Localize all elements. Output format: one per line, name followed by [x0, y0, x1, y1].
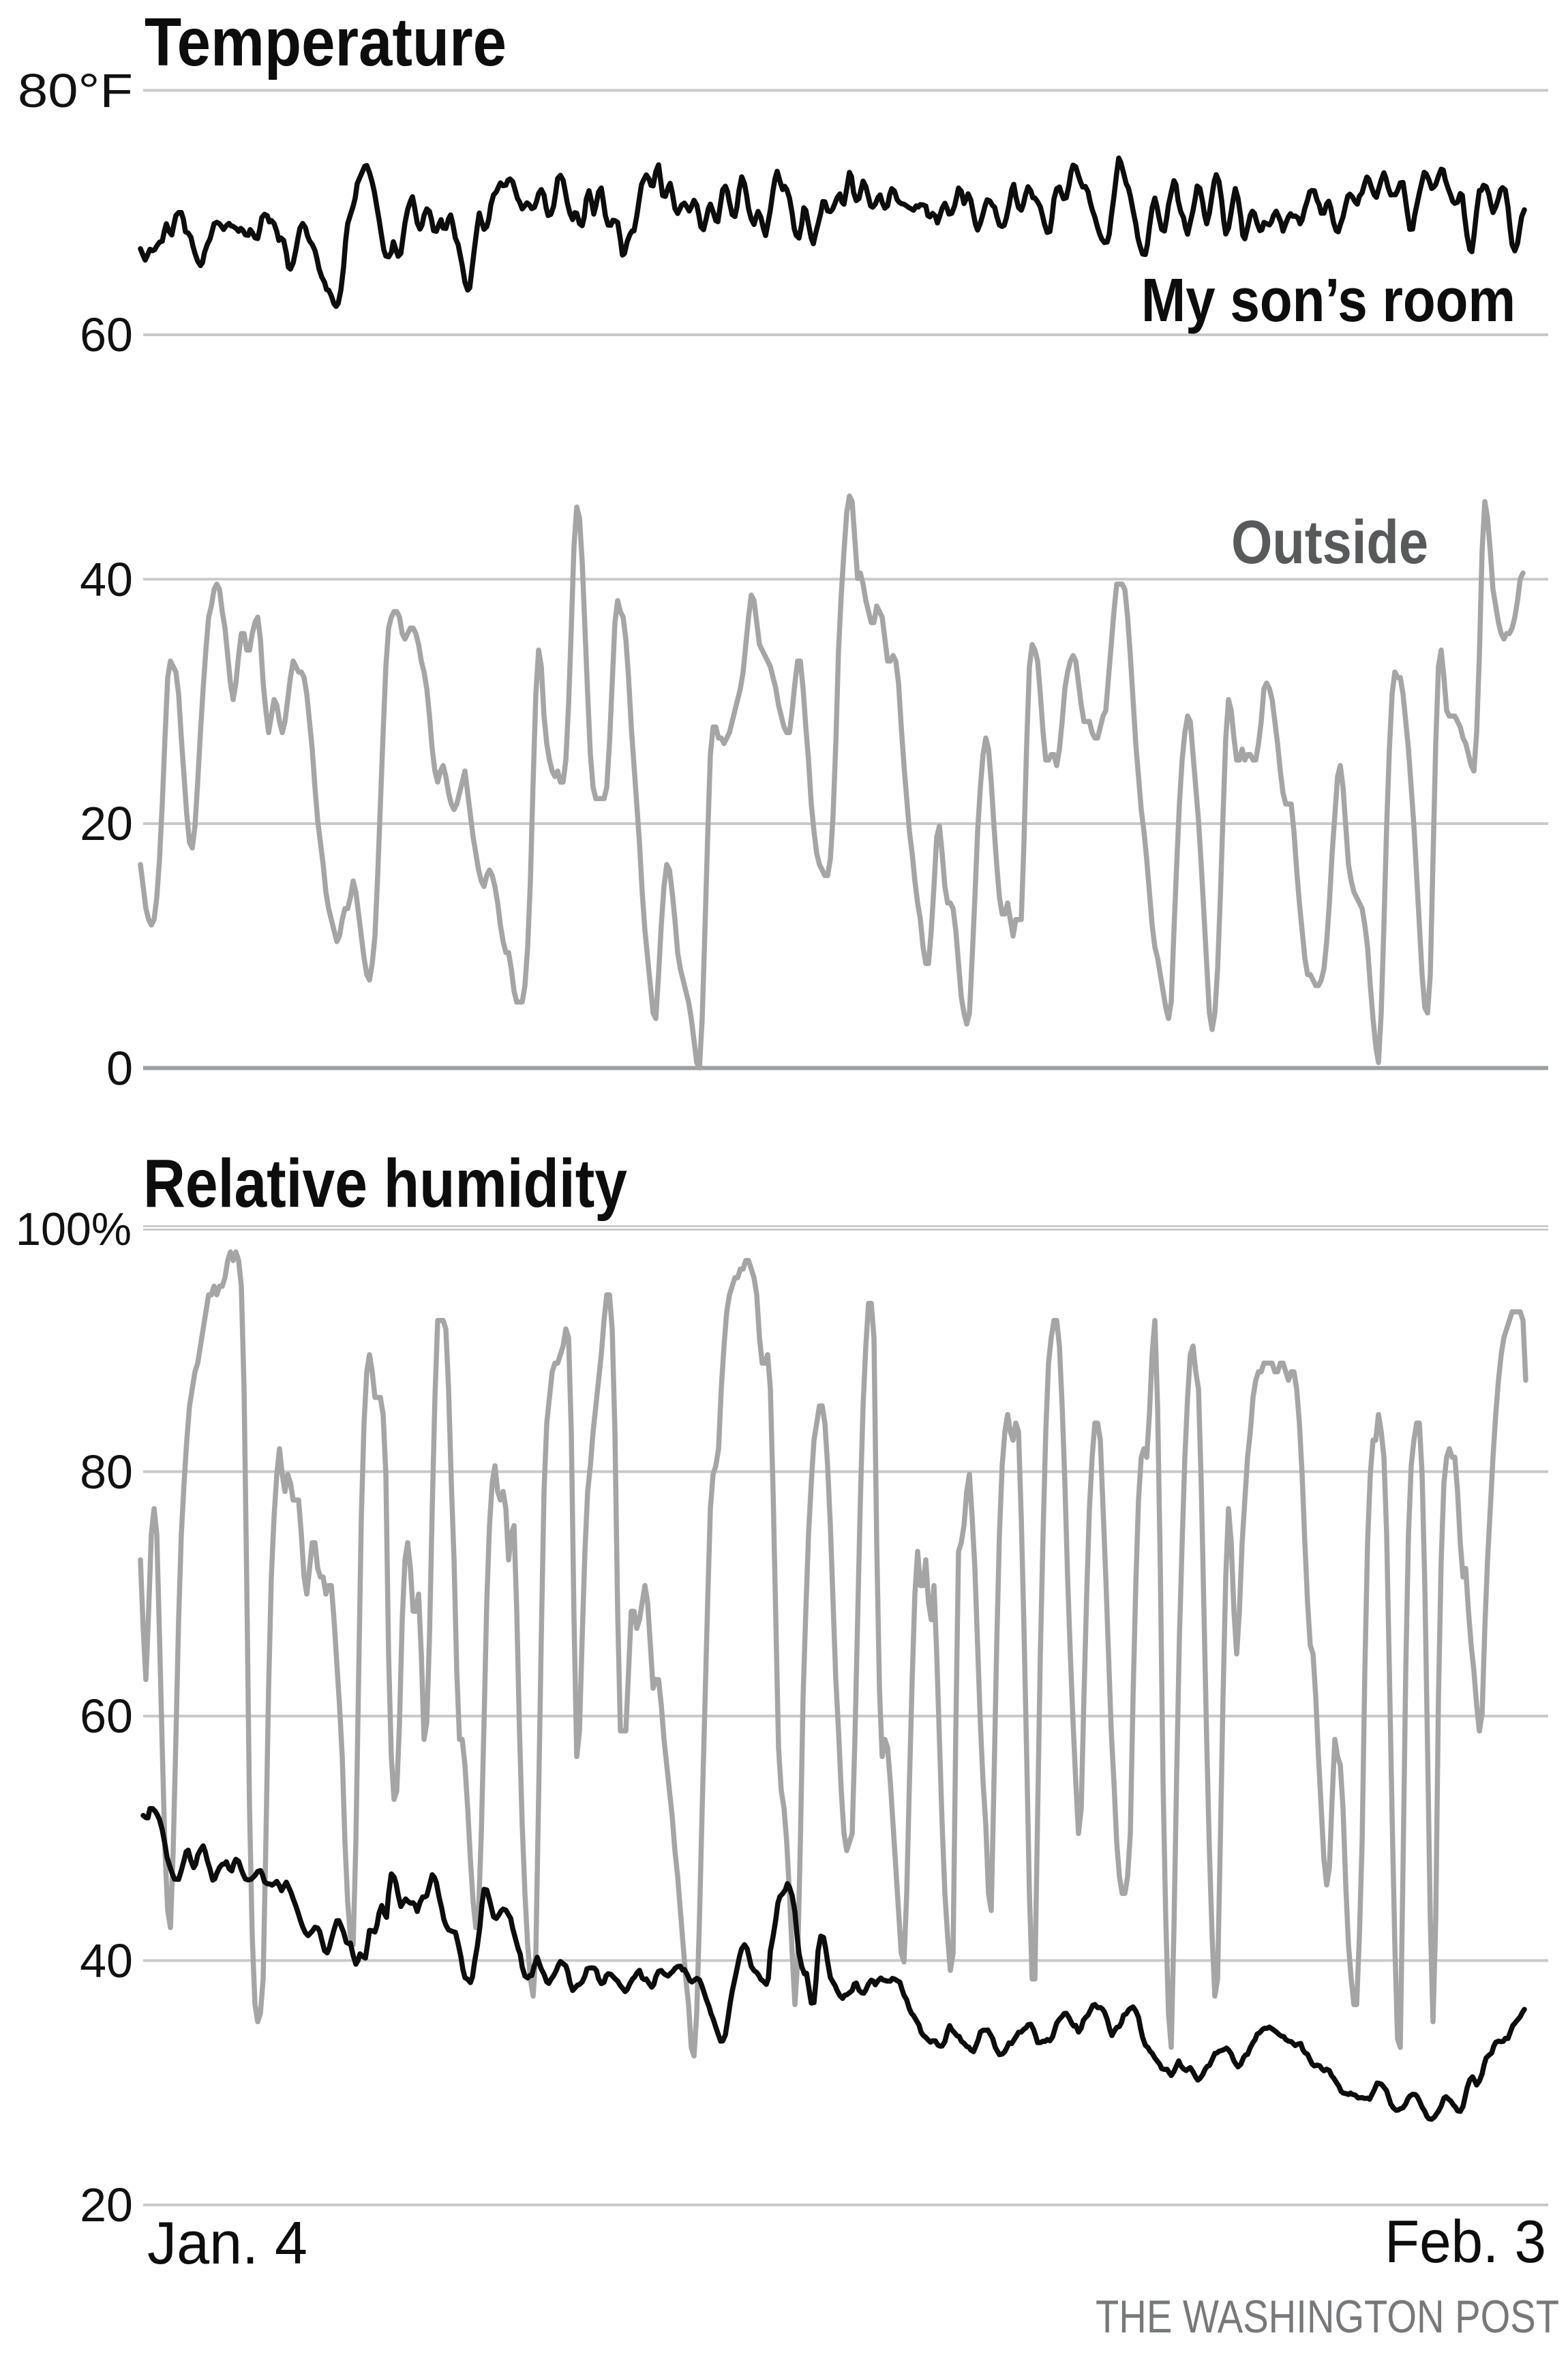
svg-text:Relative humidity: Relative humidity [143, 1145, 627, 1222]
svg-text:Outside: Outside [1231, 509, 1428, 577]
svg-text:Jan. 4: Jan. 4 [147, 2209, 307, 2277]
svg-text:100%: 100% [16, 1203, 132, 1255]
svg-text:THE WASHINGTON POST: THE WASHINGTON POST [1096, 2291, 1559, 2343]
svg-text:60: 60 [80, 1689, 133, 1743]
svg-text:Temperature: Temperature [145, 4, 507, 80]
svg-text:0: 0 [106, 1042, 133, 1095]
svg-text:My son’s room: My son’s room [1141, 267, 1516, 335]
svg-text:80°F: 80°F [18, 64, 133, 117]
svg-text:40: 40 [80, 1934, 133, 1987]
svg-text:40: 40 [80, 553, 133, 606]
svg-text:Feb. 3: Feb. 3 [1385, 2208, 1546, 2275]
svg-text:20: 20 [80, 797, 133, 850]
svg-text:80: 80 [80, 1445, 133, 1499]
svg-text:60: 60 [80, 308, 133, 361]
svg-text:20: 20 [80, 2178, 133, 2232]
